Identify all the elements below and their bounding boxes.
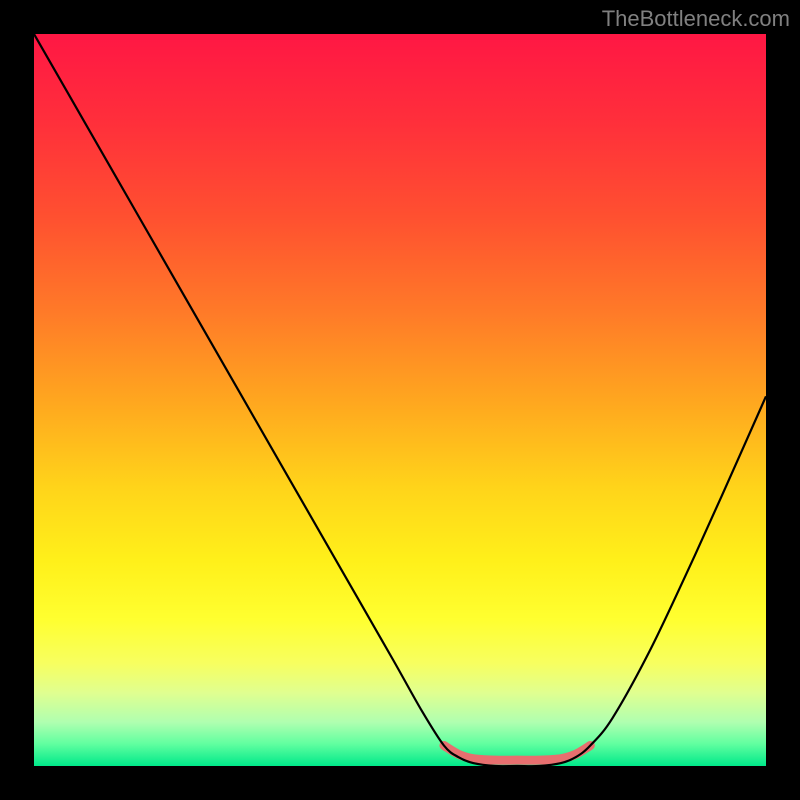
watermark-text: TheBottleneck.com	[602, 6, 790, 32]
bottleneck-chart	[0, 0, 800, 800]
chart-root: TheBottleneck.com	[0, 0, 800, 800]
gradient-background	[34, 34, 766, 766]
